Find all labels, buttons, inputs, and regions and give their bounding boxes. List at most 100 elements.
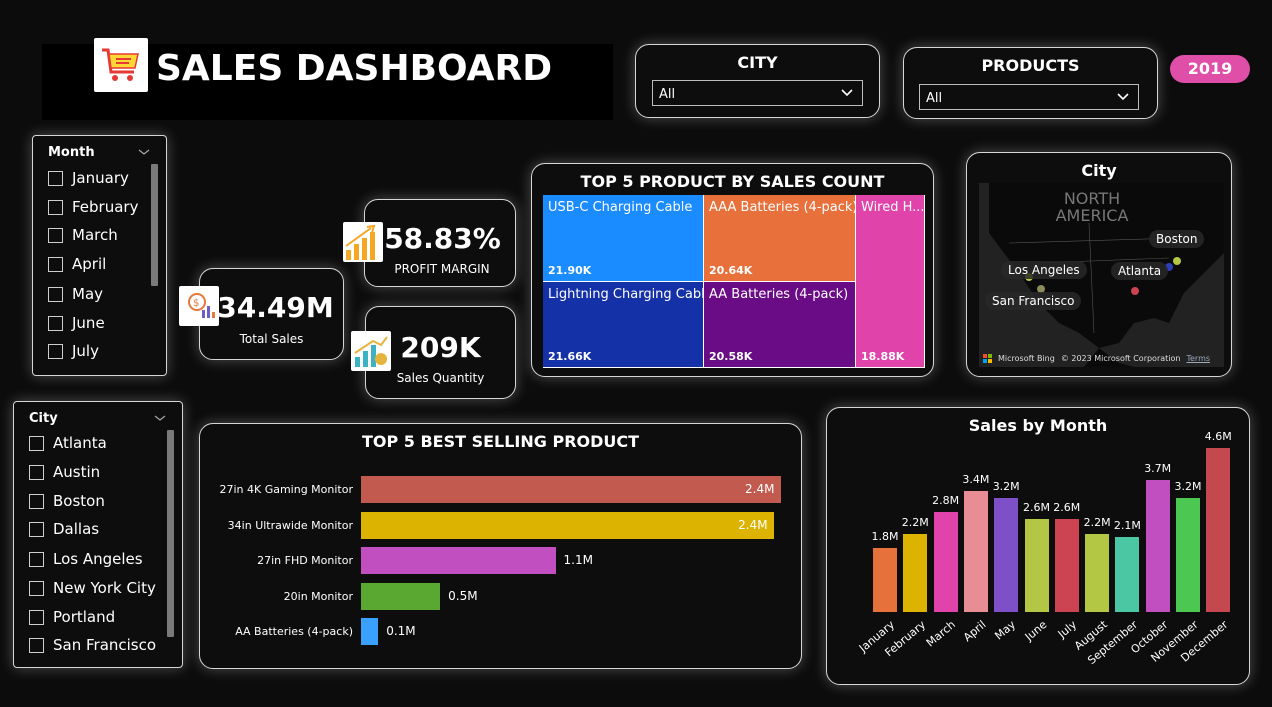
year-button[interactable]: 2019 <box>1170 55 1250 83</box>
quantity-growth-icon <box>351 331 391 371</box>
bar[interactable] <box>361 618 379 645</box>
city-option-label: New York City <box>53 579 156 597</box>
month-slicer-scrollbar[interactable] <box>151 164 158 286</box>
month-option[interactable]: February <box>48 196 138 218</box>
products-filter-label: PRODUCTS <box>981 56 1080 75</box>
checkbox[interactable] <box>29 637 44 653</box>
bar-category-label: May <box>992 618 1019 643</box>
checkbox[interactable] <box>29 580 44 596</box>
map-terms-link[interactable]: Terms <box>1186 354 1211 363</box>
map-marker[interactable] <box>1173 257 1181 265</box>
bar[interactable] <box>933 512 958 612</box>
microsoft-logo-icon <box>983 354 992 363</box>
month-option[interactable]: April <box>48 253 106 275</box>
checkbox[interactable] <box>29 435 44 451</box>
treemap-tile[interactable]: USB-C Charging Cable 21.90K <box>543 195 704 282</box>
city-option[interactable]: Boston <box>29 490 105 512</box>
checkbox[interactable] <box>29 493 44 509</box>
city-option-label: Atlanta <box>53 434 107 452</box>
city-option[interactable]: Austin <box>29 461 100 483</box>
checkbox[interactable] <box>48 315 63 331</box>
sales-quantity-value: 209K <box>400 331 481 364</box>
city-filter-dropdown[interactable]: All <box>652 80 863 106</box>
bar[interactable] <box>361 582 441 610</box>
bar-value-label: 3.2M <box>992 479 1020 493</box>
bar[interactable] <box>1085 533 1110 612</box>
bar-value-label: 2.2M <box>1083 515 1111 529</box>
treemap-tile[interactable]: Wired H... 18.88K <box>856 195 925 368</box>
month-option[interactable]: June <box>48 312 105 334</box>
total-sales-card: 34.49M Total Sales <box>199 268 344 360</box>
treemap-tile[interactable]: AA Batteries (4-pack) 20.58K <box>704 282 856 368</box>
bar[interactable] <box>1206 448 1231 612</box>
chevron-down-icon <box>841 89 853 97</box>
bar[interactable] <box>361 511 775 539</box>
map-title: City <box>1081 161 1117 180</box>
map-marker[interactable] <box>1037 285 1045 293</box>
month-option[interactable]: July <box>48 340 99 362</box>
treemap-tile[interactable]: AAA Batteries (4-pack) 20.64K <box>704 195 856 282</box>
checkbox[interactable] <box>29 464 44 480</box>
bar[interactable] <box>1176 497 1200 612</box>
city-option[interactable]: Dallas <box>29 518 99 540</box>
checkbox[interactable] <box>48 170 63 186</box>
checkbox[interactable] <box>29 551 44 567</box>
products-filter-dropdown[interactable]: All <box>919 84 1139 110</box>
bar[interactable] <box>873 547 897 612</box>
month-option-label: July <box>72 342 99 360</box>
bar[interactable] <box>1054 519 1079 612</box>
bar[interactable] <box>361 476 781 503</box>
map-marker[interactable] <box>1131 287 1139 295</box>
city-option[interactable]: San Francisco <box>29 634 156 656</box>
checkbox[interactable] <box>29 609 44 625</box>
chevron-down-icon[interactable] <box>154 412 166 424</box>
month-slicer: Month January February March April May J… <box>32 135 167 376</box>
treemap-tile[interactable]: Lightning Charging Cable 21.66K <box>543 282 704 368</box>
bar-category-label: AA Batteries (4-pack) <box>235 625 353 638</box>
map-marker[interactable] <box>1165 263 1173 271</box>
city-map[interactable]: North America Boston Los Angeles Atlanta… <box>979 183 1224 367</box>
bar[interactable] <box>361 547 556 574</box>
checkbox[interactable] <box>29 521 44 537</box>
bar-value-label: 2.2M <box>901 515 929 529</box>
map-region-label: North America <box>1055 189 1129 225</box>
checkbox[interactable] <box>48 199 63 215</box>
bar-value-label: 0.1M <box>386 624 416 638</box>
city-option[interactable]: Atlanta <box>29 432 107 454</box>
bar[interactable] <box>903 533 928 612</box>
map-city-label: Atlanta <box>1111 262 1169 280</box>
chart-title: Sales by Month <box>968 416 1108 435</box>
bar[interactable] <box>1145 480 1170 612</box>
profit-margin-value: 58.83% <box>384 222 501 255</box>
city-option-label: Portland <box>53 608 116 626</box>
bar-category-label: June <box>1022 618 1049 644</box>
city-option[interactable]: New York City <box>29 577 156 599</box>
products-filter-value: All <box>926 91 943 106</box>
month-option[interactable]: May <box>48 283 103 305</box>
bar-category-label: April <box>960 618 989 645</box>
checkbox[interactable] <box>48 256 63 272</box>
tile-value: 20.58K <box>709 350 753 363</box>
bar-category-label: 27in FHD Monitor <box>257 554 353 567</box>
chevron-down-icon[interactable] <box>138 146 150 158</box>
bar[interactable] <box>1115 537 1140 612</box>
month-option[interactable]: March <box>48 224 118 246</box>
checkbox[interactable] <box>48 286 63 302</box>
month-option[interactable]: January <box>48 167 129 189</box>
city-option[interactable]: Portland <box>29 606 115 628</box>
month-option-label: March <box>72 226 118 244</box>
city-slicer-scrollbar[interactable] <box>167 430 174 637</box>
bar-value-label: 2.4M <box>738 517 768 532</box>
bar[interactable] <box>994 497 1019 612</box>
bar[interactable] <box>1024 519 1049 612</box>
bar-value-label: 2.6M <box>1023 501 1050 515</box>
dashboard-header: SALES DASHBOARD <box>42 38 613 120</box>
checkbox[interactable] <box>48 343 63 359</box>
top-products-treemap-card: TOP 5 PRODUCT BY SALES COUNT USB-C Charg… <box>531 163 934 377</box>
sales-quantity-label: Sales Quantity <box>396 371 485 385</box>
city-option-label: Los Angeles <box>53 550 143 568</box>
city-option[interactable]: Los Angeles <box>29 548 143 570</box>
bar-value-label: 3.7M <box>1144 462 1172 476</box>
bar[interactable] <box>963 490 988 612</box>
checkbox[interactable] <box>48 227 63 243</box>
